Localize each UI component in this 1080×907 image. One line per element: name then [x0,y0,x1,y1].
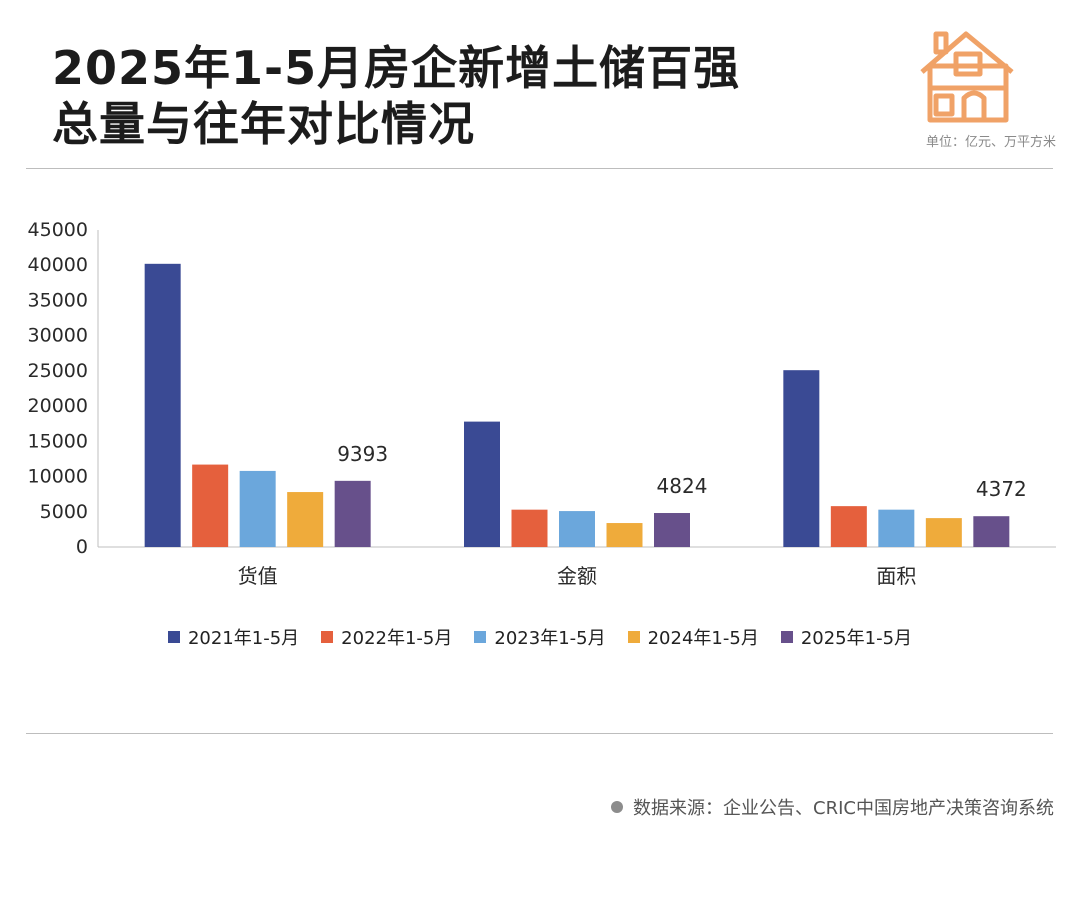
legend-swatch [474,631,487,643]
bar [559,511,595,547]
legend-swatch [167,631,180,643]
chart-legend: 2021年1-5月 2022年1-5月 2023年1-5月 2024年1-5月 2025… [0,624,1080,650]
y-tick-label: 15000 [28,430,88,452]
legend-label: 2025年1-5月 [800,628,913,649]
legend-label: 2021年1-5月 [187,628,300,649]
y-tick-label: 25000 [28,360,88,382]
legend-label: 2022年1-5月 [341,628,453,649]
x-category-label: 金额 [557,564,597,588]
legend-swatch [780,631,793,643]
bar [144,263,181,547]
y-tick-label: 45000 [28,219,88,241]
bar [878,509,915,547]
y-tick-label: 30000 [28,325,88,347]
y-tick-label: 35000 [28,289,88,311]
y-tick-label: 0 [76,536,88,558]
bar [783,370,820,547]
x-category-label: 面积 [876,564,916,588]
unit-note: 单位：亿元、万平方米 [925,135,1056,150]
legend-item: 2024年1-5月 [627,624,759,650]
data-label: 9393 [337,442,388,466]
bar [830,506,867,547]
bar-chart: 0 5000 10000 15000 20000 25000 30000 35000 40000… [28,219,1056,588]
legend-label: 2023年1-5月 [494,628,606,649]
bar [239,470,276,547]
bar [464,421,500,547]
bar [287,492,324,547]
legend-swatch [627,631,640,643]
bullet-icon [611,801,624,813]
bar [654,513,690,547]
legend-item: 2022年1-5月 [321,624,452,650]
bar [511,509,548,547]
legend-item: 2023年1-5月 [474,624,606,650]
legend-swatch [321,631,334,643]
house-icon [920,31,1014,123]
bar [334,480,371,547]
legend-label: 2024年1-5月 [647,628,759,649]
page-title-line-1: 2025年1-5月房企新增土储百强 [52,41,741,95]
data-source: 数据来源：企业公告、CRIC中国房地产决策咨询系统 [611,794,1054,820]
y-tick-label: 5000 [40,501,88,523]
x-category-label: 货值 [238,564,278,588]
page-title-line-2: 总量与往年对比情况 [52,97,475,151]
legend-item: 2025年1-5月 [780,624,913,650]
bar [973,516,1010,547]
data-label: 4372 [976,477,1027,501]
y-tick-label: 40000 [28,254,88,276]
bar [925,518,962,547]
data-source-text: 数据来源：企业公告、CRIC中国房地产决策咨询系统 [633,798,1054,819]
data-label: 4824 [657,474,708,498]
title-block: 2025年1-5月房企新增土储百强 总量与往年对比情况 [52,40,740,152]
y-tick-label: 20000 [28,395,88,417]
footer-divider [26,733,1053,734]
bar [606,523,643,547]
legend-item: 2021年1-5月 [167,624,300,650]
y-tick-label: 10000 [28,466,88,488]
bar [192,464,229,547]
header-divider [26,168,1053,169]
